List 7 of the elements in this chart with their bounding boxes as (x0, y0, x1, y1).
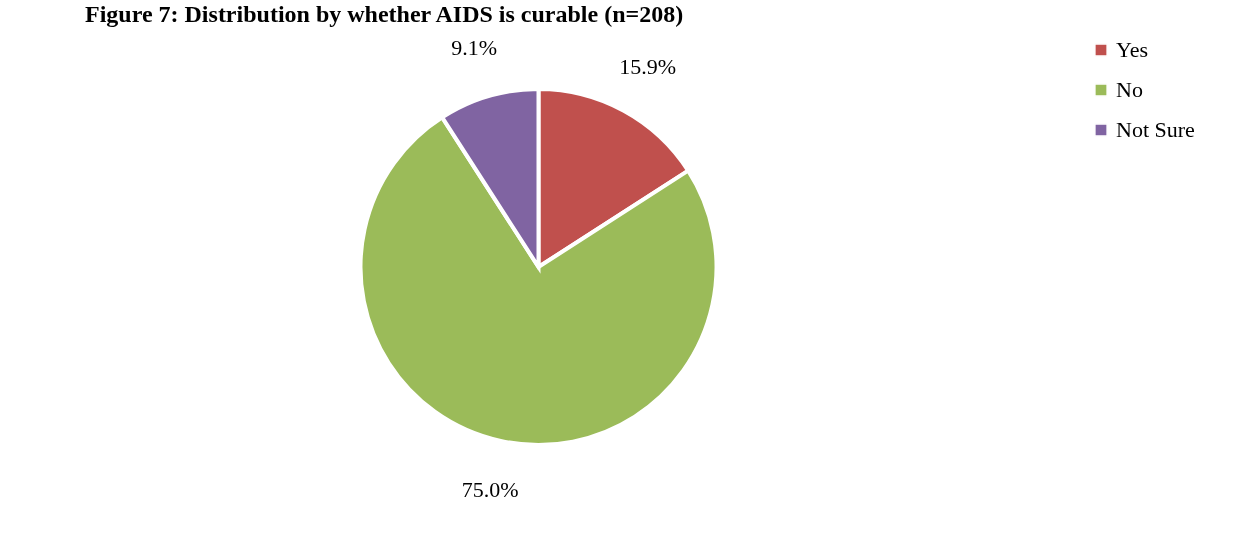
legend-label: No (1116, 77, 1143, 102)
data-label: 9.1% (451, 35, 498, 61)
data-label: 15.9% (619, 53, 677, 79)
chart-title: Figure 7: Distribution by whether AIDS is curable (n=208) (85, 1, 684, 28)
legend-label: Not Sure (1116, 117, 1195, 142)
legend-label: Yes (1116, 37, 1149, 62)
data-label: 75.0% (461, 476, 519, 502)
